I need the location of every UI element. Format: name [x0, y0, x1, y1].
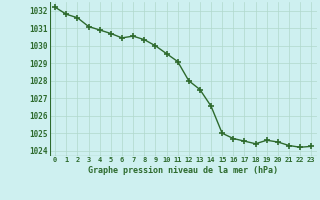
X-axis label: Graphe pression niveau de la mer (hPa): Graphe pression niveau de la mer (hPa) [88, 166, 278, 175]
